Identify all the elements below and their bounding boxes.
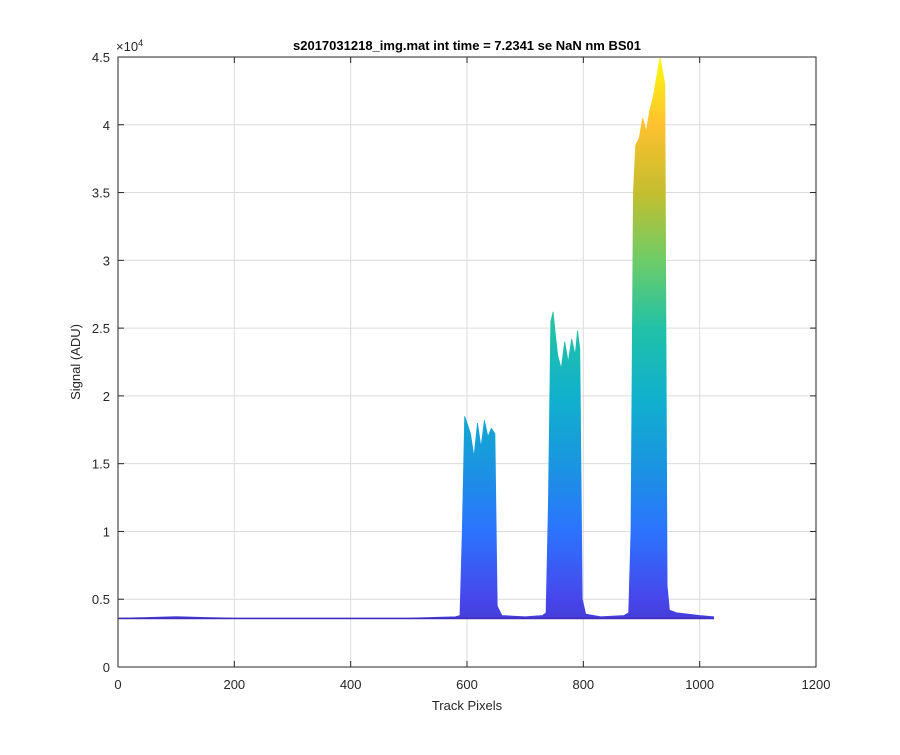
data-layer: [118, 57, 714, 620]
y-tick-label: 2.5: [92, 321, 110, 336]
x-tick-label: 1000: [685, 677, 714, 692]
y-tick-label: 3: [103, 253, 110, 268]
y-exponent-label: ×104: [116, 38, 143, 54]
x-axis-label: Track Pixels: [432, 698, 503, 713]
y-tick-label: 1: [103, 524, 110, 539]
y-tick-label: 1.5: [92, 457, 110, 472]
y-axis-label: Signal (ADU): [68, 324, 83, 400]
x-tick-label: 400: [340, 677, 362, 692]
y-exponent-power: 4: [138, 38, 143, 48]
y-tick-label: 3.5: [92, 186, 110, 201]
tick-layer: 0 200 400 600 800 1000 1200 0 0.5 1 1.5 2 2.5 3 3.5 4 4.…: [92, 50, 831, 692]
y-tick-label: 0.5: [92, 592, 110, 607]
y-tick-label: 4: [103, 118, 110, 133]
y-tick-label: 0: [103, 660, 110, 675]
x-tick-label: 600: [456, 677, 478, 692]
chart-title: s2017031218_img.mat int time = 7.2341 se…: [293, 38, 641, 53]
y-tick-label: 2: [103, 389, 110, 404]
y-exponent-base: ×10: [116, 39, 138, 54]
y-tick-label: 4.5: [92, 50, 110, 65]
x-tick-label: 800: [572, 677, 594, 692]
x-tick-label: 200: [223, 677, 245, 692]
x-tick-label: 0: [114, 677, 121, 692]
signal-area-series-0: [118, 57, 714, 620]
x-tick-label: 1200: [802, 677, 831, 692]
